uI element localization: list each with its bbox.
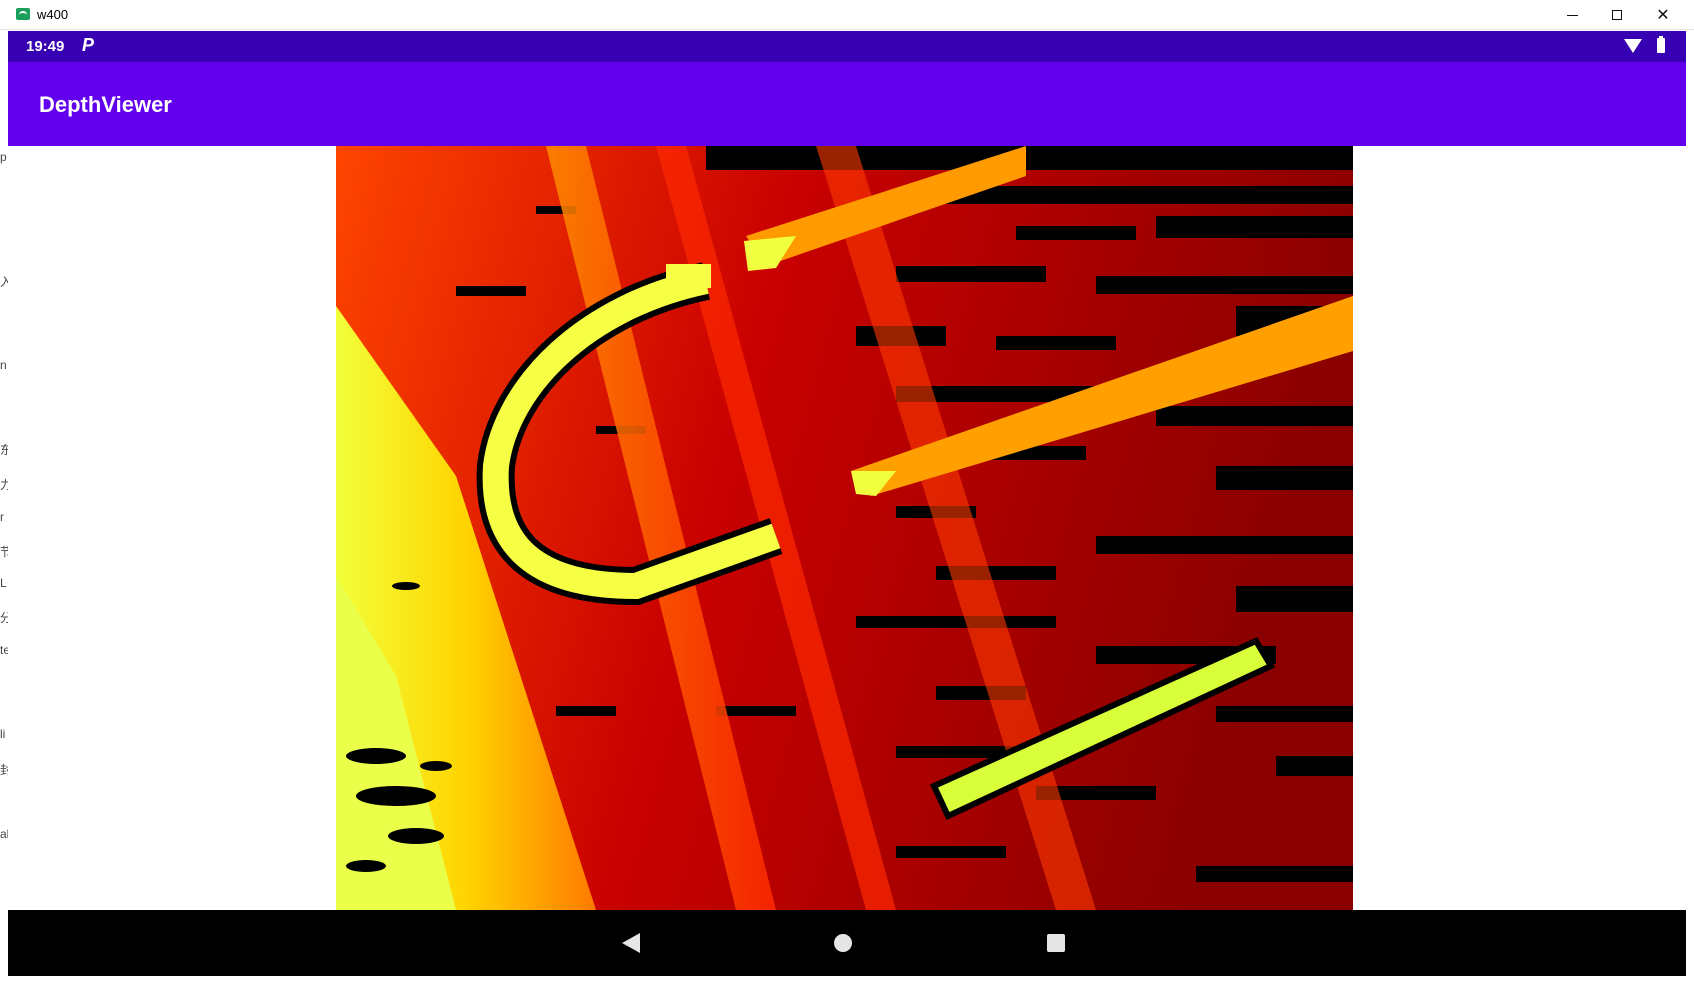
notification-icon: P bbox=[82, 35, 95, 55]
background-text: L bbox=[0, 576, 7, 590]
minimize-button[interactable] bbox=[1549, 0, 1595, 30]
background-text: te bbox=[0, 643, 8, 657]
background-window-strip: p 入 n 东 力 r 节 L 分 te li 封 al bbox=[0, 30, 8, 983]
background-text: p bbox=[0, 150, 7, 164]
background-text: al bbox=[0, 827, 8, 841]
minimize-icon bbox=[1566, 14, 1578, 16]
recents-icon[interactable] bbox=[1047, 934, 1065, 952]
background-text: n bbox=[0, 358, 7, 372]
background-text: 封 bbox=[0, 763, 8, 777]
background-text: li bbox=[0, 727, 6, 741]
depth-map-image bbox=[336, 146, 1353, 910]
background-text: 力 bbox=[0, 478, 8, 492]
emulator-screen: 19:49 P DepthViewer bbox=[8, 31, 1686, 976]
background-text: r bbox=[0, 510, 4, 524]
home-icon[interactable] bbox=[834, 934, 852, 952]
background-text: 分 bbox=[0, 611, 8, 625]
background-text: 节 bbox=[0, 545, 8, 559]
background-text: 东 bbox=[0, 443, 8, 457]
content-area bbox=[8, 146, 1686, 910]
app-bar: DepthViewer bbox=[8, 62, 1686, 146]
battery-icon bbox=[1657, 36, 1665, 53]
close-button[interactable]: ✕ bbox=[1640, 0, 1686, 30]
back-icon[interactable] bbox=[622, 933, 640, 953]
window-title: w400 bbox=[37, 7, 69, 22]
navigation-bar bbox=[8, 910, 1686, 976]
maximize-button[interactable] bbox=[1594, 0, 1640, 30]
wifi-icon bbox=[1624, 39, 1642, 53]
close-icon: ✕ bbox=[1656, 7, 1670, 24]
window-titlebar: w400 ✕ bbox=[0, 0, 1694, 30]
maximize-icon bbox=[1612, 10, 1622, 20]
android-studio-icon bbox=[16, 8, 30, 20]
status-bar: 19:49 P bbox=[8, 31, 1686, 62]
background-text: 入 bbox=[0, 275, 8, 289]
app-title: DepthViewer bbox=[39, 92, 172, 117]
status-time: 19:49 bbox=[26, 38, 65, 55]
